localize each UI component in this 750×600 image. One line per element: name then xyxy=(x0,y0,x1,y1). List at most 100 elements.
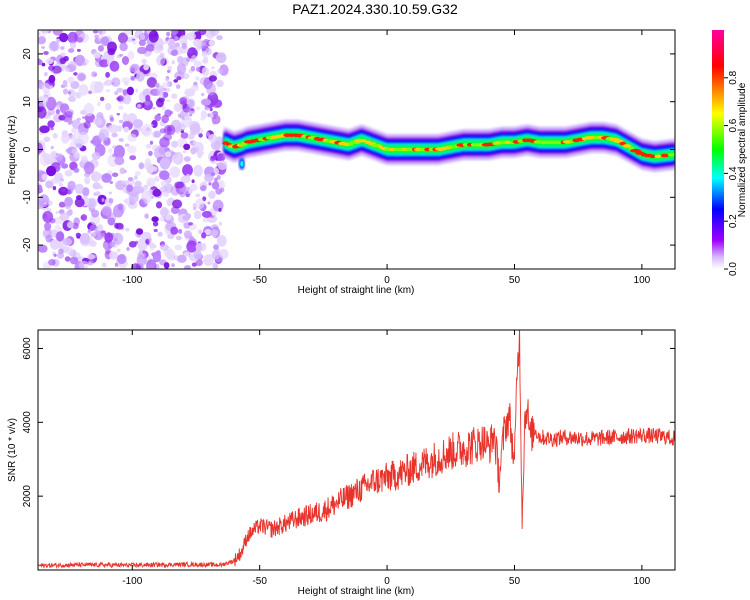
colorbar-tick-label: 0.0 xyxy=(728,262,739,276)
noise-blob xyxy=(174,36,179,41)
noise-blob xyxy=(83,161,95,175)
x-tick-label: -100 xyxy=(122,576,142,587)
noise-blob xyxy=(167,69,171,73)
noise-blob xyxy=(210,155,217,160)
noise-blob xyxy=(127,50,135,60)
noise-blob xyxy=(38,32,41,36)
noise-blob xyxy=(198,133,203,138)
noise-blob xyxy=(71,127,77,134)
noise-blob xyxy=(38,58,42,66)
noise-blob xyxy=(196,67,201,72)
noise-blob xyxy=(74,54,86,67)
noise-blob xyxy=(108,197,114,204)
noise-blob xyxy=(165,214,172,221)
noise-blob xyxy=(105,89,110,93)
noise-blob xyxy=(122,114,130,122)
noise-blob xyxy=(53,253,57,257)
snr-y-ticks: 2000 4000 6000 xyxy=(22,337,675,507)
noise-blob xyxy=(117,125,123,132)
noise-blob xyxy=(195,258,203,267)
noise-blob xyxy=(92,182,101,190)
noise-blob xyxy=(50,146,54,150)
noise-blob xyxy=(173,255,180,261)
noise-blob xyxy=(208,134,218,143)
spectrogram-y-ticks: -20 -10 0 10 20 xyxy=(22,48,675,252)
noise-blob xyxy=(187,48,193,55)
noise-blob xyxy=(148,150,153,157)
noise-blob xyxy=(46,165,57,177)
noise-blob xyxy=(117,32,128,44)
noise-blob xyxy=(198,229,203,234)
noise-blob xyxy=(216,175,221,180)
noise-blob xyxy=(118,119,124,124)
noise-blob xyxy=(213,244,219,251)
noise-blob xyxy=(208,112,214,119)
noise-blob xyxy=(89,224,98,231)
noise-blob xyxy=(173,102,183,112)
noise-blob xyxy=(119,167,126,175)
noise-blob xyxy=(58,248,64,255)
noise-blob xyxy=(209,107,213,112)
noise-blob xyxy=(174,244,183,251)
noise-blob xyxy=(195,193,201,198)
noise-blob xyxy=(62,237,73,246)
noise-blob xyxy=(107,124,119,133)
noise-blob xyxy=(202,216,210,223)
noise-blob xyxy=(176,84,181,89)
colorbar-tick-label: 0.4 xyxy=(728,166,739,180)
noise-blob xyxy=(135,228,144,235)
colorbar: 0.0 0.2 0.4 0.6 0.8 Normalized spectral ampl… xyxy=(712,30,748,276)
noise-blob xyxy=(200,184,207,192)
figure-title: PAZ1.2024.330.10.59.G32 xyxy=(292,1,458,17)
noise-blob xyxy=(74,197,85,208)
noise-blob xyxy=(38,169,43,175)
noise-blob xyxy=(152,107,156,110)
noise-blob xyxy=(176,63,187,75)
noise-blob xyxy=(188,222,194,226)
noise-blob xyxy=(175,235,182,241)
noise-blob xyxy=(68,48,74,53)
noise-blob xyxy=(127,177,134,182)
noise-blob xyxy=(180,132,189,139)
noise-blob xyxy=(67,31,78,44)
colorbar-tick-label: 0.6 xyxy=(728,118,739,132)
noise-blob xyxy=(182,164,193,177)
noise-blob xyxy=(55,108,61,115)
noise-blob xyxy=(201,232,207,239)
noise-blob xyxy=(44,72,48,77)
noise-blob xyxy=(91,71,97,78)
noise-blob xyxy=(44,222,52,231)
snr-y-label: SNR (10 * v/v) xyxy=(7,418,18,482)
noise-blob xyxy=(74,183,84,195)
colorbar-label: Normalized spectral amplitude xyxy=(737,82,748,217)
noise-blob xyxy=(163,40,168,45)
noise-blob xyxy=(66,189,72,195)
noise-blob xyxy=(138,249,144,254)
noise-blob xyxy=(82,116,86,119)
noise-blob xyxy=(119,53,124,57)
noise-blob xyxy=(84,176,91,185)
noise-blob xyxy=(121,179,127,185)
noise-blob xyxy=(89,81,100,94)
noise-blob xyxy=(102,242,109,249)
noise-blob xyxy=(136,71,145,82)
noise-blob xyxy=(136,254,147,266)
noise-blob xyxy=(159,244,169,251)
noise-blob xyxy=(167,65,173,71)
noise-blob xyxy=(76,117,81,121)
noise-blob xyxy=(61,163,69,169)
noise-blob xyxy=(217,160,228,170)
noise-blob xyxy=(215,52,227,64)
noise-blob xyxy=(214,254,224,263)
noise-blob xyxy=(56,252,65,259)
noise-blob xyxy=(99,59,110,68)
trace-peak xyxy=(660,153,669,158)
noise-blob xyxy=(213,99,223,108)
noise-blob xyxy=(87,253,95,260)
noise-blob xyxy=(213,168,219,175)
spectrogram-x-label: Height of straight line (km) xyxy=(298,285,415,296)
noise-blob xyxy=(114,156,125,166)
noise-blob xyxy=(216,35,223,41)
noise-blob xyxy=(178,228,183,234)
